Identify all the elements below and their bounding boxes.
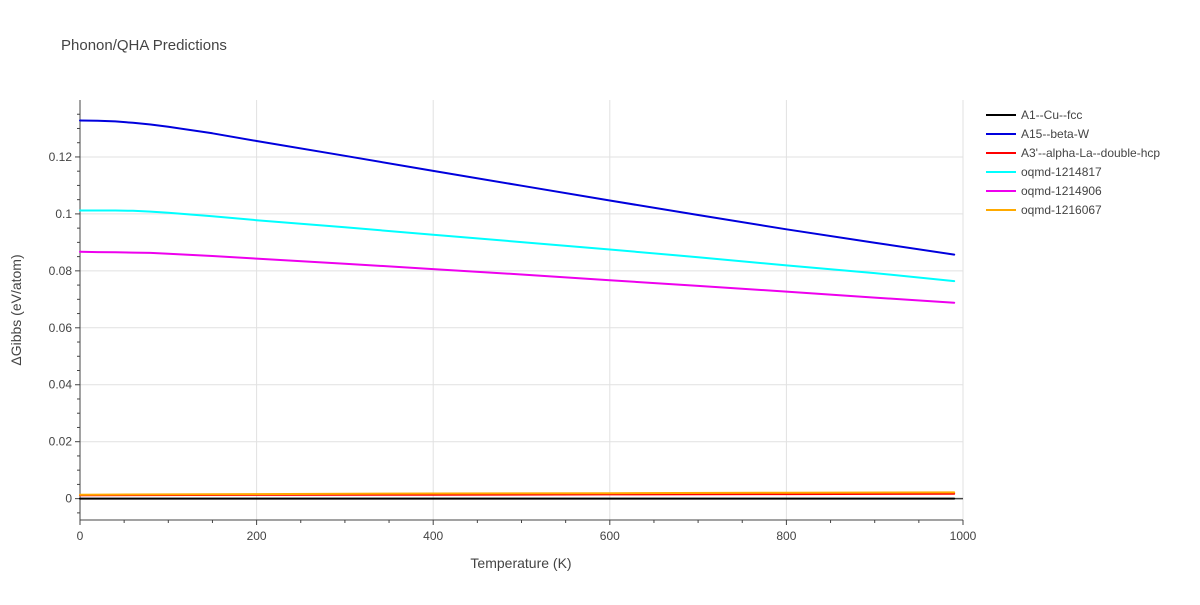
x-tick-label: 1000 [950,529,977,543]
x-tick-label: 0 [77,529,84,543]
legend-item[interactable]: oqmd-1214817 [986,165,1102,179]
legend-item[interactable]: oqmd-1214906 [986,184,1102,198]
series-line-1[interactable] [79,119,956,256]
legend-label: oqmd-1214906 [1021,184,1102,198]
legend-item[interactable]: oqmd-1216067 [986,203,1102,217]
x-tick-label: 400 [423,529,443,543]
legend-label: A3'--alpha-La--double-hcp [1021,146,1160,160]
grid-layer [80,100,964,520]
y-tick-label: 0.08 [49,264,73,278]
series-line-5[interactable] [79,491,956,496]
chart-title: Phonon/QHA Predictions [61,37,227,54]
legend-item[interactable]: A15--beta-W [986,127,1090,141]
y-tick-label: 0.04 [49,378,73,392]
series-line-3[interactable] [79,209,956,283]
legend-label: oqmd-1214817 [1021,165,1102,179]
legend-item[interactable]: A1--Cu--fcc [986,108,1082,122]
y-tick-label: 0.06 [49,321,73,335]
series-line-4[interactable] [79,250,956,304]
x-tick-label: 600 [600,529,620,543]
legend-label: A1--Cu--fcc [1021,108,1082,122]
y-tick-label: 0.1 [55,207,72,221]
legend-label: A15--beta-W [1021,127,1090,141]
legend-item[interactable]: A3'--alpha-La--double-hcp [986,146,1160,160]
x-tick-label: 800 [776,529,796,543]
y-tick-label: 0.12 [49,150,73,164]
x-tick-label: 200 [247,529,267,543]
axis-layer: 0 200 400 600 800 1000 0 0.02 0.04 0.06 0.08 0.1 0.1… [49,100,977,543]
legend[interactable]: A1--Cu--fcc A15--beta-W A3'--alpha-La--dou… [986,108,1160,217]
legend-label: oqmd-1216067 [1021,203,1102,217]
x-axis-title: Temperature (K) [470,555,571,571]
y-tick-label: 0.02 [49,435,73,449]
series-layer [79,119,956,500]
y-axis-title: ΔGibbs (eV/atom) [8,254,24,365]
y-tick-label: 0 [65,492,72,506]
